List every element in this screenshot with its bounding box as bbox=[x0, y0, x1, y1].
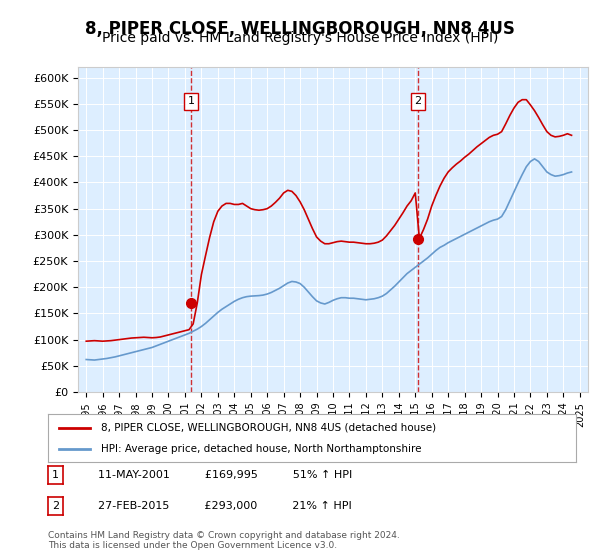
Text: Price paid vs. HM Land Registry's House Price Index (HPI): Price paid vs. HM Land Registry's House … bbox=[102, 31, 498, 45]
Text: 8, PIPER CLOSE, WELLINGBOROUGH, NN8 4US (detached house): 8, PIPER CLOSE, WELLINGBOROUGH, NN8 4US … bbox=[101, 423, 436, 433]
Text: 27-FEB-2015          £293,000          21% ↑ HPI: 27-FEB-2015 £293,000 21% ↑ HPI bbox=[84, 501, 352, 511]
Text: Contains HM Land Registry data © Crown copyright and database right 2024.
This d: Contains HM Land Registry data © Crown c… bbox=[48, 530, 400, 550]
Text: 1: 1 bbox=[52, 470, 59, 480]
Text: HPI: Average price, detached house, North Northamptonshire: HPI: Average price, detached house, Nort… bbox=[101, 444, 421, 454]
Text: 2: 2 bbox=[414, 96, 421, 106]
Text: 8, PIPER CLOSE, WELLINGBOROUGH, NN8 4US: 8, PIPER CLOSE, WELLINGBOROUGH, NN8 4US bbox=[85, 20, 515, 38]
Text: 1: 1 bbox=[187, 96, 194, 106]
Text: 2: 2 bbox=[52, 501, 59, 511]
Text: 11-MAY-2001          £169,995          51% ↑ HPI: 11-MAY-2001 £169,995 51% ↑ HPI bbox=[84, 470, 352, 480]
